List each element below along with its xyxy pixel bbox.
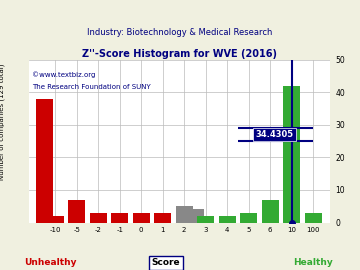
Text: 34.4305: 34.4305 — [256, 130, 293, 139]
Text: Industry: Biotechnology & Medical Research: Industry: Biotechnology & Medical Resear… — [87, 28, 273, 37]
Bar — [68, 200, 85, 222]
Bar — [154, 213, 171, 222]
Bar — [46, 216, 64, 222]
Title: Z''-Score Histogram for WVE (2016): Z''-Score Histogram for WVE (2016) — [82, 49, 278, 59]
Bar — [305, 213, 322, 222]
Bar — [219, 216, 236, 222]
Text: Number of companies (129 total): Number of companies (129 total) — [0, 63, 5, 180]
Text: Score: Score — [151, 258, 180, 267]
Text: ©www.textbiz.org: ©www.textbiz.org — [32, 71, 96, 77]
Bar — [240, 213, 257, 222]
Bar — [111, 213, 128, 222]
Text: The Research Foundation of SUNY: The Research Foundation of SUNY — [32, 84, 151, 90]
Text: Healthy: Healthy — [293, 258, 333, 267]
Bar — [283, 183, 300, 222]
Bar — [176, 206, 193, 222]
Bar — [132, 213, 150, 222]
Bar — [36, 99, 53, 222]
Bar — [90, 213, 107, 222]
Bar — [186, 210, 203, 222]
Bar — [283, 86, 300, 222]
Bar — [262, 200, 279, 222]
Text: Unhealthy: Unhealthy — [24, 258, 77, 267]
Bar — [197, 216, 214, 222]
